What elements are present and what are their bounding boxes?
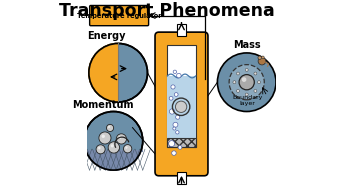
Circle shape (125, 146, 128, 149)
Circle shape (102, 135, 105, 138)
Polygon shape (89, 43, 118, 102)
Circle shape (116, 134, 126, 144)
Circle shape (176, 103, 182, 109)
Circle shape (106, 124, 113, 132)
Circle shape (258, 57, 266, 65)
Circle shape (96, 145, 105, 154)
Bar (167, 76, 196, 147)
Circle shape (111, 144, 114, 147)
Circle shape (258, 56, 261, 59)
Bar (177, 172, 186, 184)
Circle shape (108, 126, 110, 128)
FancyBboxPatch shape (155, 32, 208, 176)
Circle shape (254, 72, 257, 75)
Circle shape (176, 73, 181, 78)
Circle shape (237, 72, 240, 75)
Circle shape (173, 70, 176, 74)
Text: Momentum: Momentum (72, 100, 134, 110)
Circle shape (169, 109, 175, 114)
Circle shape (178, 146, 182, 149)
Text: Energy: Energy (87, 31, 125, 41)
Circle shape (89, 43, 147, 102)
Circle shape (169, 141, 175, 147)
Text: Temperature regulator: Temperature regulator (77, 13, 161, 19)
Circle shape (237, 89, 240, 92)
Circle shape (173, 127, 176, 130)
FancyBboxPatch shape (167, 45, 196, 147)
Text: Transport Phenomena: Transport Phenomena (59, 2, 275, 20)
Text: Mass: Mass (233, 40, 261, 50)
Circle shape (229, 65, 264, 100)
Circle shape (233, 81, 236, 84)
Circle shape (98, 147, 101, 149)
Circle shape (176, 115, 180, 119)
Circle shape (254, 89, 257, 92)
Circle shape (176, 131, 179, 134)
Circle shape (118, 136, 121, 139)
Bar (167, 138, 196, 147)
Circle shape (108, 142, 120, 153)
Circle shape (99, 132, 111, 144)
Circle shape (172, 151, 176, 155)
Text: Boundary
layer: Boundary layer (232, 95, 263, 106)
FancyBboxPatch shape (90, 5, 149, 26)
Circle shape (239, 75, 254, 90)
Circle shape (242, 77, 246, 82)
Bar (177, 24, 186, 36)
Circle shape (257, 81, 261, 84)
Circle shape (174, 93, 178, 96)
Circle shape (245, 68, 248, 71)
Circle shape (124, 145, 132, 153)
Polygon shape (84, 151, 143, 170)
Circle shape (262, 56, 264, 59)
Circle shape (217, 53, 276, 112)
Circle shape (173, 122, 178, 127)
Circle shape (245, 93, 248, 96)
Circle shape (84, 112, 143, 170)
Circle shape (171, 85, 175, 89)
Circle shape (169, 96, 173, 100)
Circle shape (175, 101, 187, 112)
